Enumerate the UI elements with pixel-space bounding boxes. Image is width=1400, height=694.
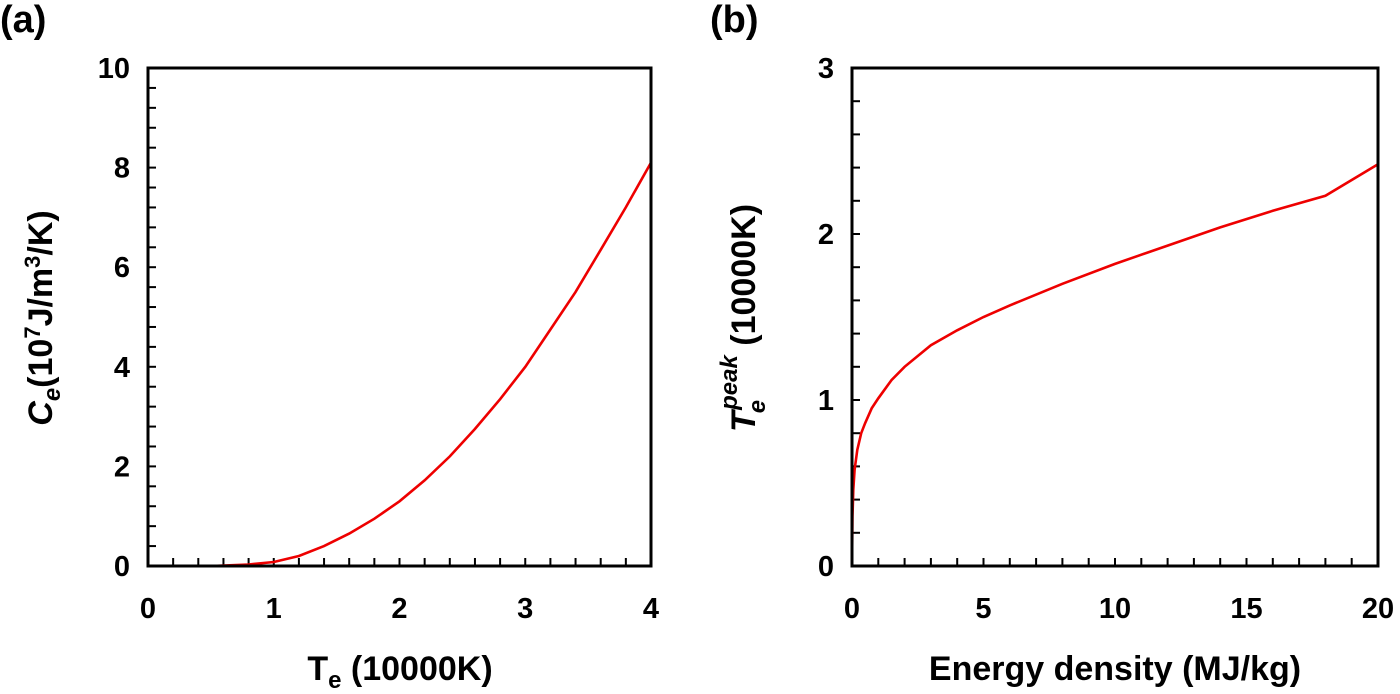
x-tick-label: 4 <box>643 593 659 625</box>
x-tick-label: 0 <box>844 593 860 625</box>
panel-a-label: (a) <box>0 0 46 41</box>
panel-b-y-axis-title: Tepeak (10000K) <box>716 204 771 432</box>
x-tick-label: 5 <box>975 593 991 625</box>
y-tick-label: 8 <box>114 153 130 185</box>
panel-b-series <box>850 163 1379 567</box>
x-tick-label: 1 <box>266 593 282 625</box>
y-tick-label: 0 <box>114 551 130 583</box>
panel-b-ticks <box>852 100 1353 566</box>
panel-b-plot-frame <box>850 66 1380 568</box>
panel-a-ticks <box>148 86 627 566</box>
panel-a-plot-frame <box>146 66 653 568</box>
panel-a-tick-labels: 0 1 2 3 4 0 2 4 6 8 10 <box>98 53 659 625</box>
y-tick-label: 0 <box>818 551 834 583</box>
panel-a-series <box>160 161 653 568</box>
y-tick-label: 2 <box>818 219 834 251</box>
x-tick-label: 3 <box>517 593 533 625</box>
y-tick-label: 10 <box>98 53 130 85</box>
panel-b-tick-labels: 0 5 10 15 20 0 1 2 3 <box>818 53 1394 625</box>
panel-a: (a) 0 1 2 3 4 0 2 4 6 8 10 Te (10000K) Ce(107J/m3/… <box>0 0 659 694</box>
panel-b-x-axis-title: Energy density (MJ/kg) <box>929 650 1301 688</box>
x-tick-label: 15 <box>1230 593 1262 625</box>
panel-a-y-axis-title: Ce(107J/m3/K) <box>20 210 66 425</box>
panel-a-x-axis-title: Te (10000K) <box>307 650 492 694</box>
x-tick-label: 10 <box>1099 593 1131 625</box>
y-tick-label: 6 <box>114 252 130 284</box>
x-tick-label: 2 <box>391 593 407 625</box>
series-line <box>850 163 1379 567</box>
y-tick-label: 4 <box>114 352 130 384</box>
y-tick-label: 2 <box>114 451 130 483</box>
series-line <box>160 161 653 568</box>
y-tick-label: 3 <box>818 53 834 85</box>
x-tick-label: 20 <box>1362 593 1394 625</box>
x-tick-label: 0 <box>140 593 156 625</box>
y-tick-label: 1 <box>818 385 834 417</box>
panel-b-label: (b) <box>710 0 759 41</box>
